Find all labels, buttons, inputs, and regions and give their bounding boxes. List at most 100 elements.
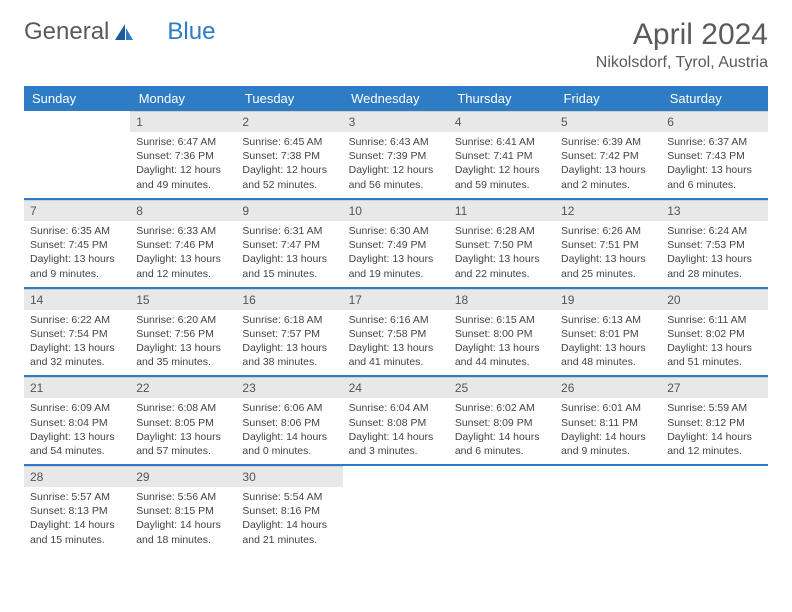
calendar-day-cell: .. [555,465,661,553]
calendar-day-cell: 13Sunrise: 6:24 AMSunset: 7:53 PMDayligh… [661,199,767,288]
calendar-day-cell: 9Sunrise: 6:31 AMSunset: 7:47 PMDaylight… [236,199,342,288]
day-content: Sunrise: 6:31 AMSunset: 7:47 PMDaylight:… [236,221,342,287]
weekday-header-row: SundayMondayTuesdayWednesdayThursdayFrid… [24,86,768,111]
calendar-day-cell: 7Sunrise: 6:35 AMSunset: 7:45 PMDaylight… [24,199,130,288]
calendar-day-cell: 27Sunrise: 5:59 AMSunset: 8:12 PMDayligh… [661,376,767,465]
day-number: 6 [661,111,767,132]
day-content: Sunrise: 5:59 AMSunset: 8:12 PMDaylight:… [661,398,767,464]
logo-sail-icon [113,22,135,42]
logo: General Blue [24,18,215,46]
calendar-week-row: 28Sunrise: 5:57 AMSunset: 8:13 PMDayligh… [24,465,768,553]
day-content: Sunrise: 6:41 AMSunset: 7:41 PMDaylight:… [449,132,555,198]
day-number: 19 [555,289,661,310]
day-content: Sunrise: 6:02 AMSunset: 8:09 PMDaylight:… [449,398,555,464]
calendar-day-cell: .. [343,465,449,553]
day-number: 14 [24,289,130,310]
day-content: Sunrise: 6:37 AMSunset: 7:43 PMDaylight:… [661,132,767,198]
day-content: Sunrise: 6:13 AMSunset: 8:01 PMDaylight:… [555,310,661,376]
calendar-day-cell: 25Sunrise: 6:02 AMSunset: 8:09 PMDayligh… [449,376,555,465]
calendar-day-cell: 20Sunrise: 6:11 AMSunset: 8:02 PMDayligh… [661,288,767,377]
weekday-header: Tuesday [236,86,342,111]
day-content: Sunrise: 6:39 AMSunset: 7:42 PMDaylight:… [555,132,661,198]
day-number: 1 [130,111,236,132]
calendar-day-cell: 17Sunrise: 6:16 AMSunset: 7:58 PMDayligh… [343,288,449,377]
day-content: Sunrise: 6:06 AMSunset: 8:06 PMDaylight:… [236,398,342,464]
day-content: Sunrise: 6:08 AMSunset: 8:05 PMDaylight:… [130,398,236,464]
day-content: Sunrise: 6:24 AMSunset: 7:53 PMDaylight:… [661,221,767,287]
day-number: 20 [661,289,767,310]
weekday-header: Friday [555,86,661,111]
title-block: April 2024 Nikolsdorf, Tyrol, Austria [596,18,768,72]
calendar-day-cell: 22Sunrise: 6:08 AMSunset: 8:05 PMDayligh… [130,376,236,465]
day-content: Sunrise: 6:18 AMSunset: 7:57 PMDaylight:… [236,310,342,376]
day-content: Sunrise: 6:11 AMSunset: 8:02 PMDaylight:… [661,310,767,376]
day-number: 22 [130,377,236,398]
day-number: 30 [236,466,342,487]
day-content: Sunrise: 6:33 AMSunset: 7:46 PMDaylight:… [130,221,236,287]
day-number: 18 [449,289,555,310]
day-number: 24 [343,377,449,398]
header: General Blue April 2024 Nikolsdorf, Tyro… [24,18,768,72]
day-number: 23 [236,377,342,398]
weekday-header: Thursday [449,86,555,111]
calendar-day-cell: 12Sunrise: 6:26 AMSunset: 7:51 PMDayligh… [555,199,661,288]
day-number: 27 [661,377,767,398]
day-number: 7 [24,200,130,221]
day-number: 11 [449,200,555,221]
day-number: 29 [130,466,236,487]
day-number: 5 [555,111,661,132]
day-content: Sunrise: 6:15 AMSunset: 8:00 PMDaylight:… [449,310,555,376]
day-number: 3 [343,111,449,132]
calendar-week-row: 14Sunrise: 6:22 AMSunset: 7:54 PMDayligh… [24,288,768,377]
calendar-body: ..1Sunrise: 6:47 AMSunset: 7:36 PMDaylig… [24,111,768,553]
day-number: 8 [130,200,236,221]
logo-text-blue: Blue [167,18,215,46]
day-content: Sunrise: 6:35 AMSunset: 7:45 PMDaylight:… [24,221,130,287]
day-number: 21 [24,377,130,398]
day-number: 4 [449,111,555,132]
day-content: Sunrise: 6:47 AMSunset: 7:36 PMDaylight:… [130,132,236,198]
calendar-day-cell: 18Sunrise: 6:15 AMSunset: 8:00 PMDayligh… [449,288,555,377]
day-number: 10 [343,200,449,221]
day-content: Sunrise: 5:56 AMSunset: 8:15 PMDaylight:… [130,487,236,553]
calendar-day-cell: 21Sunrise: 6:09 AMSunset: 8:04 PMDayligh… [24,376,130,465]
day-number: 12 [555,200,661,221]
calendar-week-row: 7Sunrise: 6:35 AMSunset: 7:45 PMDaylight… [24,199,768,288]
calendar-day-cell: 2Sunrise: 6:45 AMSunset: 7:38 PMDaylight… [236,111,342,199]
calendar-day-cell: .. [661,465,767,553]
calendar-day-cell: 8Sunrise: 6:33 AMSunset: 7:46 PMDaylight… [130,199,236,288]
calendar-day-cell: 3Sunrise: 6:43 AMSunset: 7:39 PMDaylight… [343,111,449,199]
calendar-day-cell: .. [24,111,130,199]
day-content: Sunrise: 6:01 AMSunset: 8:11 PMDaylight:… [555,398,661,464]
month-title: April 2024 [596,18,768,52]
day-content: Sunrise: 6:20 AMSunset: 7:56 PMDaylight:… [130,310,236,376]
calendar-day-cell: 10Sunrise: 6:30 AMSunset: 7:49 PMDayligh… [343,199,449,288]
calendar-day-cell: 23Sunrise: 6:06 AMSunset: 8:06 PMDayligh… [236,376,342,465]
day-content: Sunrise: 5:54 AMSunset: 8:16 PMDaylight:… [236,487,342,553]
calendar-day-cell: 26Sunrise: 6:01 AMSunset: 8:11 PMDayligh… [555,376,661,465]
day-content: Sunrise: 6:30 AMSunset: 7:49 PMDaylight:… [343,221,449,287]
day-content: Sunrise: 6:04 AMSunset: 8:08 PMDaylight:… [343,398,449,464]
day-number: 16 [236,289,342,310]
calendar-day-cell: 24Sunrise: 6:04 AMSunset: 8:08 PMDayligh… [343,376,449,465]
weekday-header: Sunday [24,86,130,111]
day-content: Sunrise: 6:16 AMSunset: 7:58 PMDaylight:… [343,310,449,376]
calendar-day-cell: .. [449,465,555,553]
calendar-day-cell: 6Sunrise: 6:37 AMSunset: 7:43 PMDaylight… [661,111,767,199]
calendar-week-row: ..1Sunrise: 6:47 AMSunset: 7:36 PMDaylig… [24,111,768,199]
day-number: 9 [236,200,342,221]
weekday-header: Saturday [661,86,767,111]
calendar-day-cell: 30Sunrise: 5:54 AMSunset: 8:16 PMDayligh… [236,465,342,553]
day-number: 26 [555,377,661,398]
calendar-day-cell: 4Sunrise: 6:41 AMSunset: 7:41 PMDaylight… [449,111,555,199]
calendar-table: SundayMondayTuesdayWednesdayThursdayFrid… [24,86,768,553]
calendar-day-cell: 29Sunrise: 5:56 AMSunset: 8:15 PMDayligh… [130,465,236,553]
day-number: 15 [130,289,236,310]
day-content: Sunrise: 6:26 AMSunset: 7:51 PMDaylight:… [555,221,661,287]
day-content: Sunrise: 6:43 AMSunset: 7:39 PMDaylight:… [343,132,449,198]
day-content: Sunrise: 6:09 AMSunset: 8:04 PMDaylight:… [24,398,130,464]
location: Nikolsdorf, Tyrol, Austria [596,54,768,72]
calendar-day-cell: 28Sunrise: 5:57 AMSunset: 8:13 PMDayligh… [24,465,130,553]
calendar-day-cell: 14Sunrise: 6:22 AMSunset: 7:54 PMDayligh… [24,288,130,377]
day-content: Sunrise: 6:22 AMSunset: 7:54 PMDaylight:… [24,310,130,376]
